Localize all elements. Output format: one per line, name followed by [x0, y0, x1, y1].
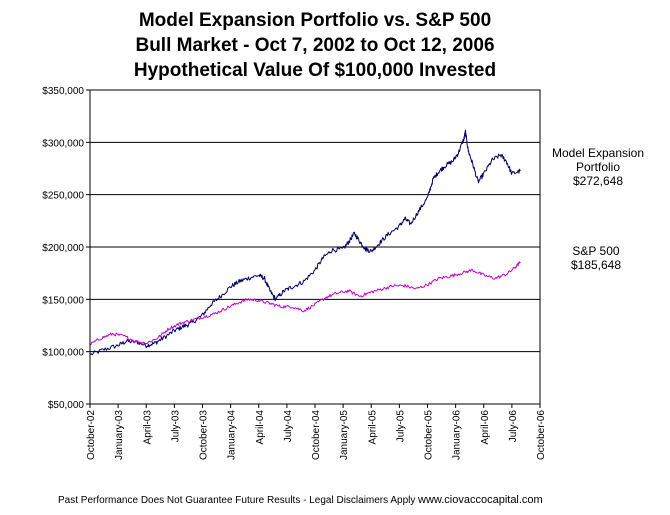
plot-area-border [89, 89, 541, 405]
x-tick-label: July-04 [283, 410, 294, 443]
x-tick-label: April-03 [142, 410, 153, 445]
y-tick-label: $350,000 [42, 86, 84, 97]
x-tick-label: January-06 [452, 410, 463, 460]
model-label-value: $272,648 [572, 174, 624, 188]
model-label-line-2: Portfolio [575, 160, 621, 174]
series-line-sp500 [89, 261, 521, 346]
series-line-model-expansion [89, 129, 521, 356]
x-tick-label: October-06 [536, 410, 547, 460]
x-tick-label: January-05 [339, 410, 350, 460]
x-tick-label: January-04 [227, 410, 238, 460]
footer-website: www.ciovaccocapital.com [418, 494, 543, 506]
sp500-label-value: $185,648 [570, 258, 622, 272]
y-tick-label: $300,000 [42, 138, 84, 149]
x-tick-label: July-03 [170, 410, 181, 443]
chart-title-line-3: Hypothetical Value Of $100,000 Invested [133, 60, 497, 81]
x-tick-label: April-04 [255, 410, 266, 445]
x-tick-label: January-03 [114, 410, 125, 460]
y-tick-label: $100,000 [42, 348, 84, 359]
x-tick-label: October-02 [86, 410, 97, 460]
y-tick-label: $250,000 [42, 191, 84, 202]
series-end-label-sp500: S&P 500 $185,648 [556, 244, 636, 272]
model-label-line-1: Model Expansion [551, 146, 645, 160]
x-tick-label: October-03 [199, 410, 210, 460]
y-tick-label: $150,000 [42, 295, 84, 306]
x-tick-label: April-06 [480, 410, 491, 445]
x-tick-label: July-05 [395, 410, 406, 443]
sp500-label-line-1: S&P 500 [572, 244, 620, 258]
x-tick-label: October-05 [424, 410, 435, 460]
footer-disclaimer: Past Performance Does Not Guarantee Futu… [58, 495, 416, 506]
x-tick-label: July-06 [508, 410, 519, 443]
x-tick-label: October-04 [311, 410, 322, 460]
chart-title-line-1: Model Expansion Portfolio vs. S&P 500 [138, 10, 492, 31]
chart-title-line-2: Bull Market - Oct 7, 2002 to Oct 12, 200… [135, 35, 495, 56]
y-tick-label: $50,000 [48, 400, 85, 411]
x-tick-label: April-05 [367, 410, 378, 445]
y-tick-label: $200,000 [42, 243, 84, 254]
series-end-label-model: Model Expansion Portfolio $272,648 [548, 146, 648, 188]
